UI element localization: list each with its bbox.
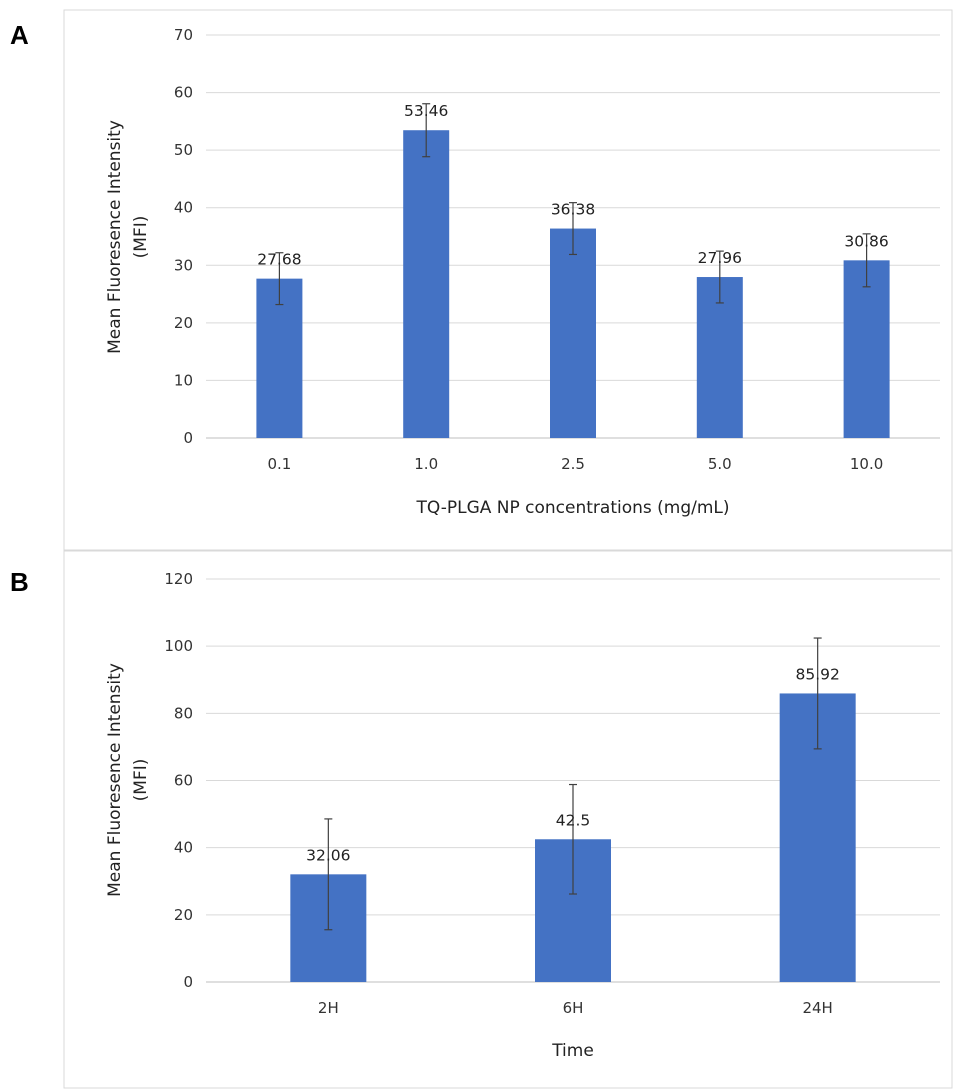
y-tick-label: 0 (183, 429, 193, 447)
y-tick-label: 20 (174, 314, 193, 332)
y-tick-label: 60 (174, 84, 193, 102)
x-axis-title: Time (551, 1041, 594, 1061)
bar (550, 228, 596, 438)
y-tick-label: 30 (174, 256, 193, 274)
x-tick-label: 10.0 (850, 455, 883, 473)
x-tick-label: 6H (563, 999, 584, 1017)
bar (403, 130, 450, 438)
y-tick-label: 70 (174, 26, 193, 44)
data-label: 42.5 (556, 811, 591, 829)
y-tick-label: 10 (174, 371, 193, 389)
x-tick-label: 5.0 (708, 455, 732, 473)
bar (696, 277, 743, 438)
bar (256, 278, 303, 438)
x-tick-label: 2H (318, 999, 339, 1017)
data-label: 32.06 (306, 846, 350, 864)
x-tick-label: 0.1 (267, 455, 291, 473)
y-tick-label: 0 (183, 973, 193, 991)
y-tick-label: 50 (174, 141, 193, 159)
y-axis-title-unit: (MFI) (131, 759, 151, 802)
y-axis-title-unit: (MFI) (131, 216, 151, 259)
chart-b: 0 20 40 60 80 100 120 32.06 2H 42.5 6H 85.92 24H Time… (105, 570, 940, 1061)
y-tick-label: 80 (174, 704, 193, 722)
y-tick-label: 40 (174, 839, 193, 857)
panel-a-letter: A (10, 20, 29, 50)
y-axis-title: Mean Fluoresence Intensity (105, 663, 125, 897)
data-label: 27.68 (257, 251, 301, 269)
x-tick-label: 1.0 (414, 455, 438, 473)
y-tick-label: 120 (164, 570, 193, 588)
chart-a: 0 10 20 30 40 50 60 70 27.68 0.1 53.46 1.0 36.38 2.5 2… (105, 26, 940, 518)
y-tick-label: 60 (174, 772, 193, 790)
panel-b-letter: B (10, 567, 29, 597)
x-axis-title: TQ-PLGA NP concentrations (mg/mL) (415, 498, 729, 518)
y-tick-label: 40 (174, 199, 193, 217)
panel-b-frame (63, 550, 953, 1089)
data-label: 27.96 (698, 249, 742, 267)
x-tick-label: 24H (802, 999, 832, 1017)
y-tick-label: 100 (164, 637, 193, 655)
data-label: 53.46 (404, 102, 448, 120)
bar (843, 260, 890, 438)
y-axis-title: Mean Fluoresence Intensity (105, 120, 125, 354)
data-label: 30.86 (844, 232, 888, 250)
x-tick-label: 2.5 (561, 455, 585, 473)
panel-a-frame (63, 9, 953, 551)
data-label: 36.38 (551, 201, 595, 219)
y-tick-label: 20 (174, 906, 193, 924)
data-label: 85.92 (795, 665, 839, 683)
